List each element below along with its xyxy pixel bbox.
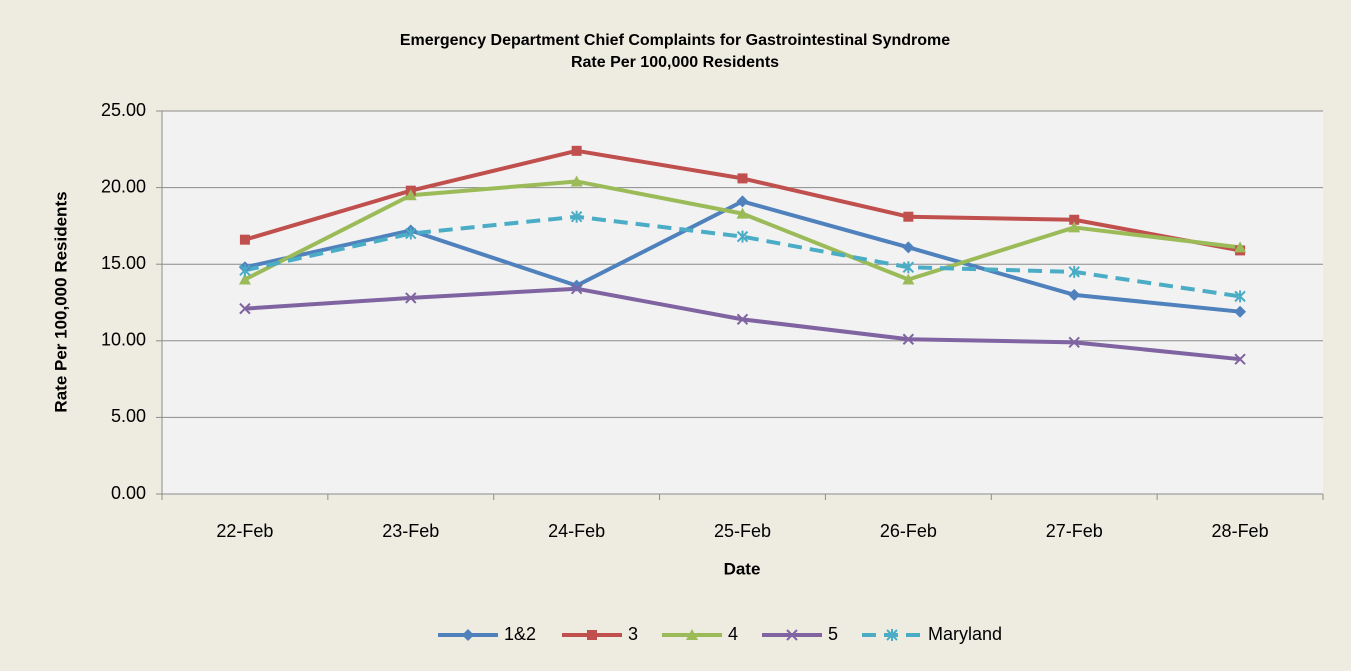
marker xyxy=(1234,241,1247,253)
marker xyxy=(570,175,583,187)
marker xyxy=(736,230,749,243)
legend-marker xyxy=(587,630,597,640)
y-axis-title: Rate Per 100,000 Residents xyxy=(51,191,70,412)
marker xyxy=(736,207,749,219)
marker xyxy=(903,211,914,222)
marker xyxy=(239,302,251,315)
legend-marker xyxy=(462,629,474,641)
marker xyxy=(239,264,251,277)
y-tick-label: 10.00 xyxy=(101,330,146,350)
marker xyxy=(239,234,250,245)
legend-label: 3 xyxy=(628,624,638,644)
legend-label: Maryland xyxy=(928,624,1002,644)
marker xyxy=(1234,305,1247,318)
y-tick-label: 0.00 xyxy=(111,483,146,503)
legend-label: 4 xyxy=(728,624,738,644)
marker xyxy=(1234,290,1246,303)
chart-subtitle: Rate Per 100,000 Residents xyxy=(571,54,779,71)
marker xyxy=(902,273,915,285)
x-tick-label: 25-Feb xyxy=(714,521,771,541)
marker xyxy=(570,210,583,223)
marker xyxy=(570,283,583,295)
chart-title: Emergency Department Chief Complaints fo… xyxy=(400,32,950,49)
marker xyxy=(405,227,417,240)
legend-marker xyxy=(886,629,898,641)
legend-label: 1&2 xyxy=(504,624,536,644)
marker xyxy=(902,333,915,345)
marker xyxy=(902,241,915,254)
marker xyxy=(736,313,749,326)
marker xyxy=(1069,214,1080,225)
marker xyxy=(1068,221,1081,233)
x-tick-label: 24-Feb xyxy=(548,521,605,541)
x-axis-title: Date xyxy=(724,559,761,578)
y-tick-label: 15.00 xyxy=(101,253,146,273)
marker xyxy=(1068,288,1081,301)
marker xyxy=(1234,353,1246,365)
marker xyxy=(405,292,417,304)
marker xyxy=(238,273,251,285)
marker xyxy=(571,145,582,156)
marker xyxy=(570,279,583,292)
x-tick-label: 22-Feb xyxy=(216,521,273,541)
x-tick-label: 26-Feb xyxy=(880,521,937,541)
marker xyxy=(902,261,915,274)
marker xyxy=(1068,265,1080,278)
x-tick-label: 27-Feb xyxy=(1046,521,1103,541)
legend-label: 5 xyxy=(828,624,838,644)
y-tick-label: 20.00 xyxy=(101,176,146,196)
marker xyxy=(404,189,417,201)
legend-marker xyxy=(686,629,698,640)
x-tick-label: 23-Feb xyxy=(382,521,439,541)
legend-marker xyxy=(786,629,798,641)
marker xyxy=(736,195,749,208)
y-tick-label: 25.00 xyxy=(101,100,146,120)
marker xyxy=(737,173,748,184)
x-tick-label: 28-Feb xyxy=(1212,521,1269,541)
y-tick-label: 5.00 xyxy=(111,406,146,426)
marker xyxy=(1068,336,1080,349)
